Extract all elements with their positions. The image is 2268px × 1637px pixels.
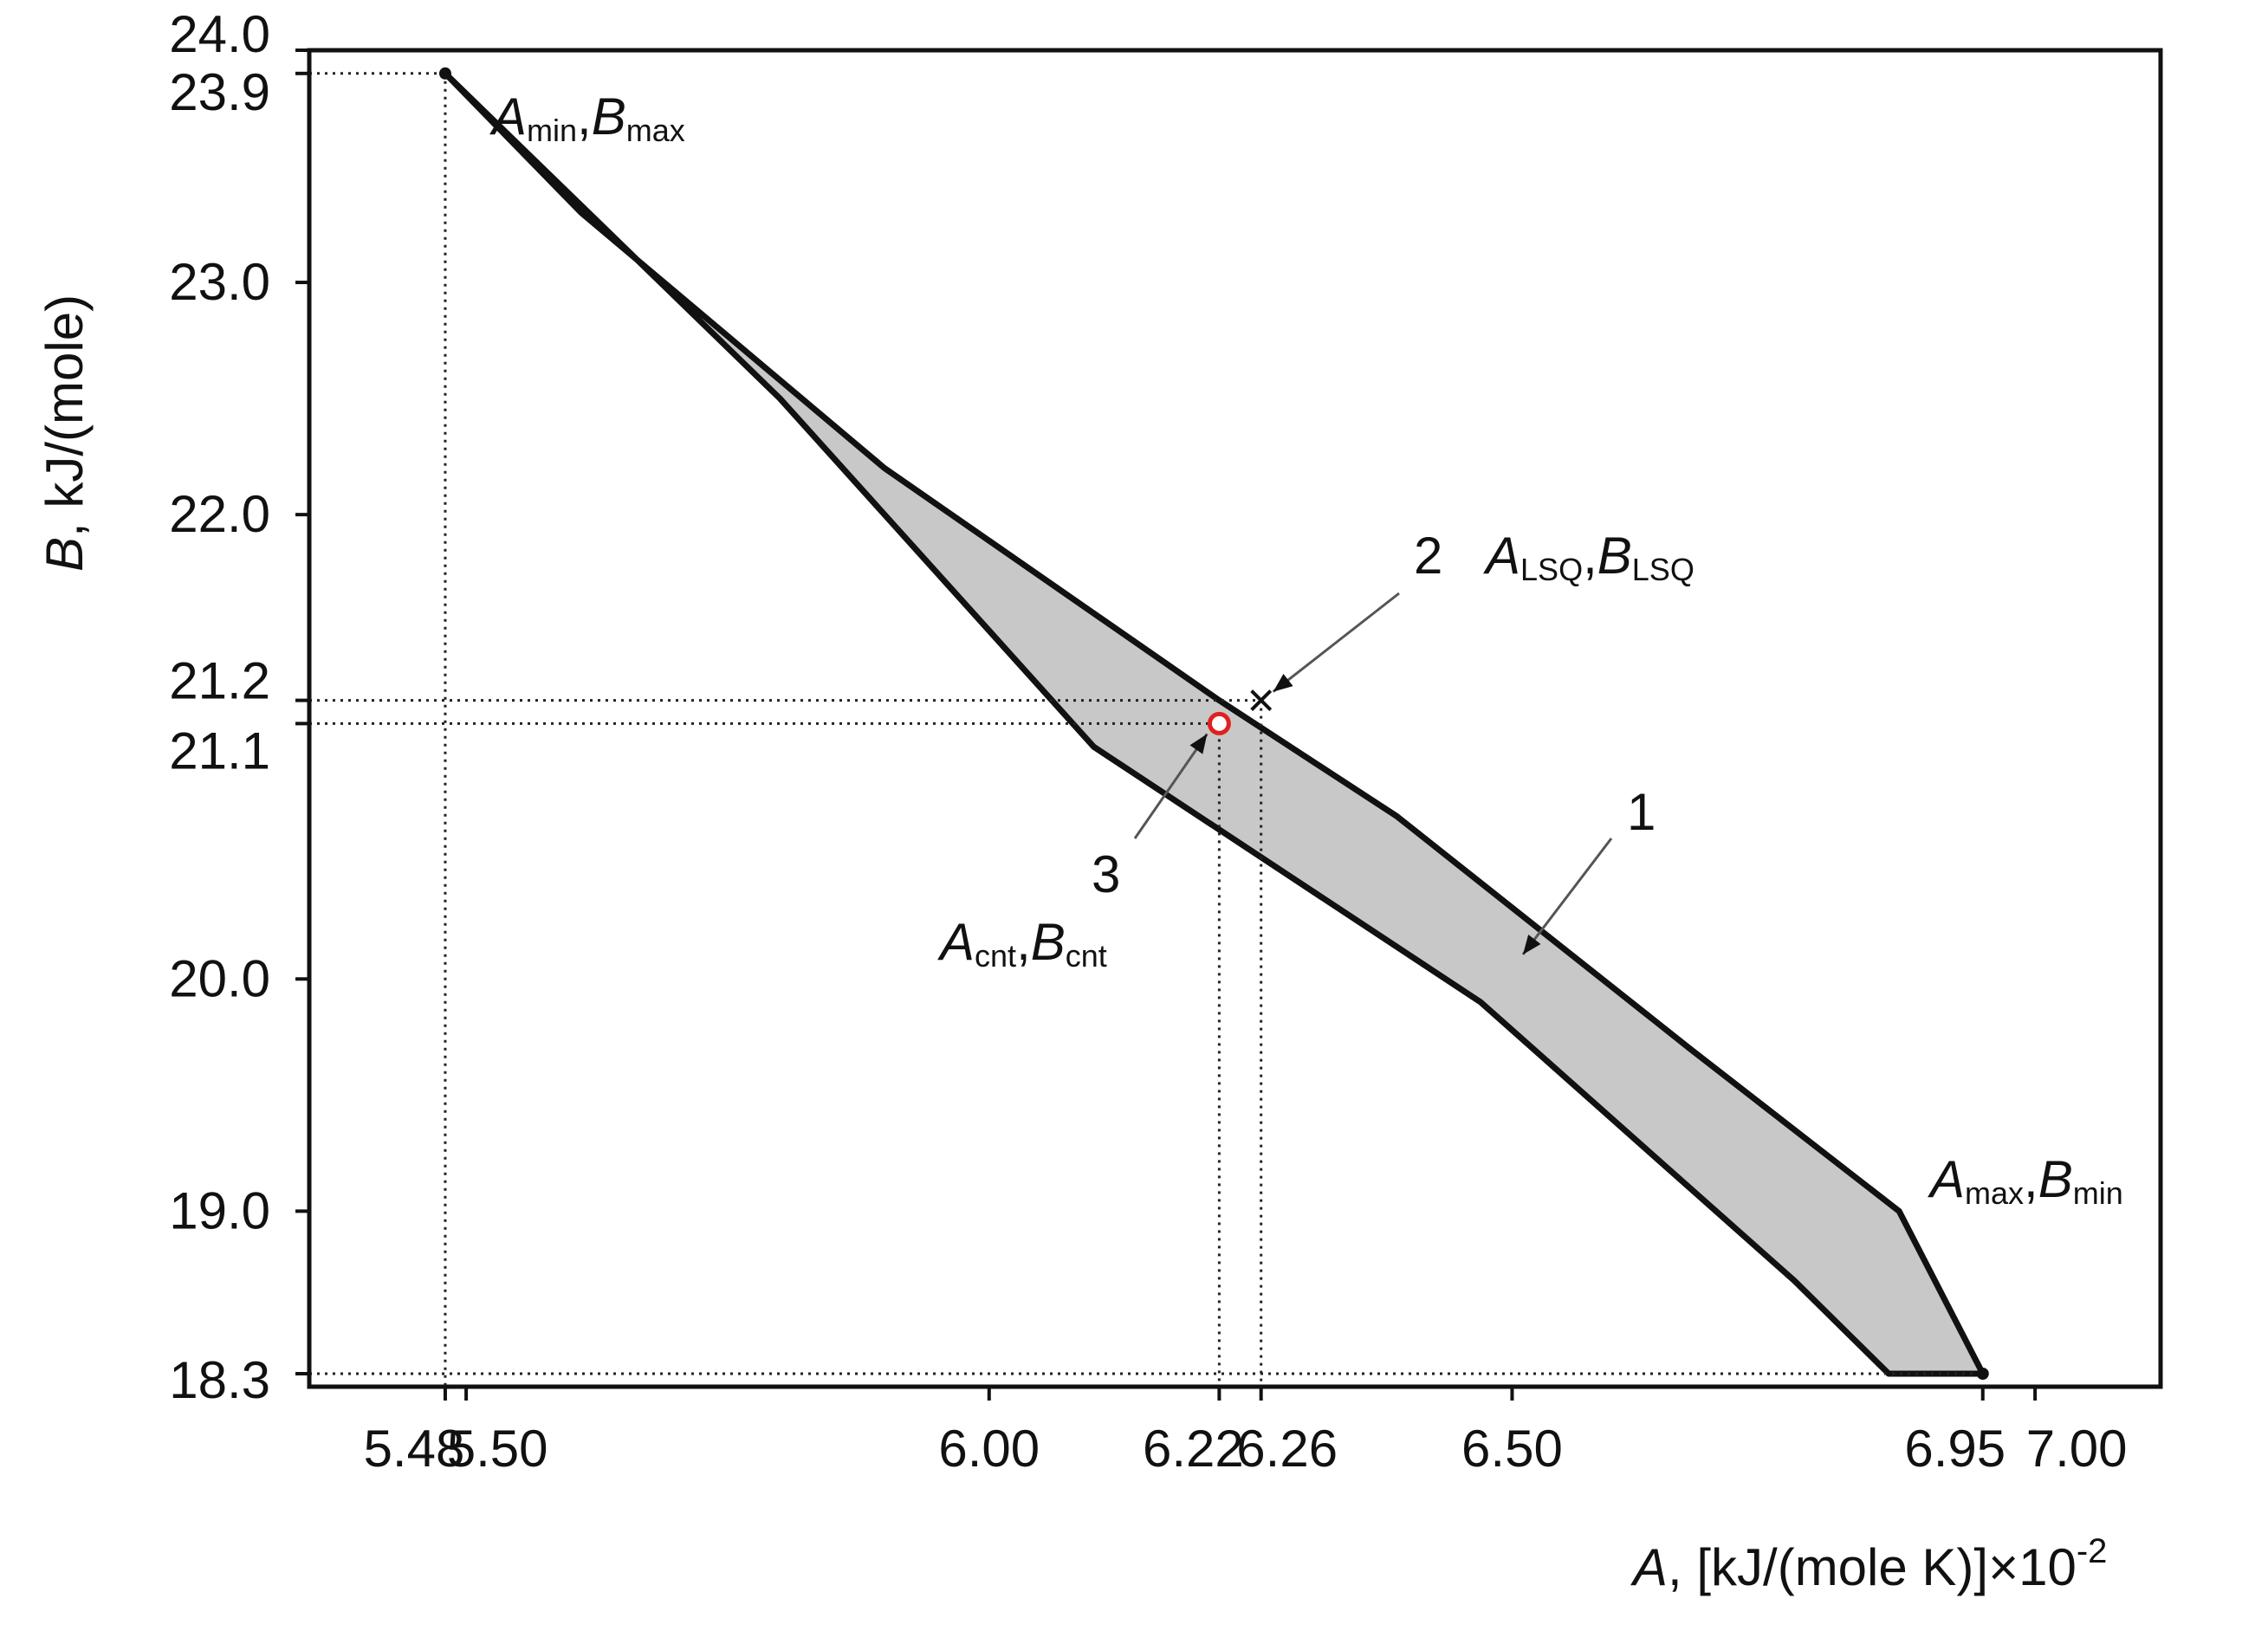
x-tick-label: 6.22	[1143, 1420, 1244, 1478]
callout-number-1: 1	[1627, 783, 1656, 841]
callout-arrow-lsq	[1272, 592, 1400, 693]
x-axis-var: A	[1630, 1538, 1668, 1596]
amax-b-sub: min	[2073, 1175, 2123, 1211]
label-amin-bmax: Amin,Bmax	[489, 87, 685, 148]
y-tick-label: 22.0	[169, 485, 270, 543]
acnt-a-sub: cnt	[975, 938, 1016, 974]
y-tick-label: 23.0	[169, 253, 270, 311]
y-axis-var: B	[36, 537, 94, 572]
x-tick-label: 6.00	[938, 1420, 1040, 1478]
x-tick-label: 7.00	[2026, 1420, 2128, 1478]
label-alsq-blsq: ALSQ,BLSQ	[1483, 527, 1695, 587]
x-tick-label: 5.50	[447, 1420, 548, 1478]
point-markers	[438, 67, 1989, 1380]
label-acnt-bcnt: Acnt,Bcnt	[937, 913, 1107, 974]
x-axis-exponent: -2	[2077, 1532, 2108, 1570]
alsq-b-sub: LSQ	[1632, 552, 1695, 587]
acnt-b: B	[1031, 913, 1066, 971]
y-tick-label: 20.0	[169, 949, 270, 1007]
amin-b-sub: max	[626, 113, 685, 148]
y-tick-label: 19.0	[169, 1181, 270, 1239]
x-tick-label: 5.48	[364, 1420, 465, 1478]
y-tick-label: 18.3	[169, 1351, 270, 1409]
point-marker	[1976, 1368, 1989, 1380]
x-axis-label: A, [kJ/(mole K)]×10-2	[1630, 1532, 2107, 1596]
amin-a: A	[489, 87, 527, 146]
amax-b: B	[2038, 1150, 2073, 1208]
amax-sep: ,	[2024, 1150, 2038, 1208]
y-axis-label: B, kJ/(mole)	[36, 294, 94, 572]
amax-a: A	[1928, 1150, 1965, 1208]
plot-frame	[307, 48, 2163, 1389]
y-axis-unit: , kJ/(mole)	[36, 294, 94, 537]
x-tick-label: 6.50	[1461, 1420, 1563, 1478]
y-tick-label: 21.1	[169, 721, 270, 780]
y-tick-label: 21.2	[169, 652, 270, 710]
acnt-sep: ,	[1016, 913, 1031, 971]
callout-number-3: 3	[1092, 845, 1120, 903]
alsq-a-sub: LSQ	[1520, 552, 1583, 587]
point-marker	[438, 67, 451, 80]
alsq-sep: ,	[1583, 527, 1597, 585]
amax-a-sub: max	[1965, 1175, 2024, 1211]
alsq-a: A	[1483, 527, 1520, 585]
callout-number-2: 2	[1414, 527, 1442, 585]
amin-b: B	[592, 87, 626, 146]
alsq-b: B	[1597, 527, 1632, 585]
label-amax-bmin: Amax,Bmin	[1928, 1150, 2123, 1211]
y-axis-ticks: 24.023.9 23.0 22.0 21.2 21.1 20.0 19.0 18.3	[169, 5, 309, 1409]
callout-arrow-center	[1133, 733, 1209, 839]
y-tick-label: 24.0	[169, 5, 270, 63]
amin-sep: ,	[577, 87, 592, 146]
acnt-b-sub: cnt	[1066, 938, 1107, 974]
callout-arrow-region	[1521, 838, 1613, 955]
center-point-marker	[1207, 711, 1231, 735]
x-axis-ticks: 5.485.50 6.00 6.226.26 6.50 6.95 7.00	[364, 1387, 2128, 1478]
y-tick-label: 23.9	[169, 63, 270, 121]
x-axis-unit: , [kJ/(mole K)]×10	[1668, 1538, 2077, 1596]
lsq-point-marker	[1250, 689, 1273, 712]
x-tick-label: 6.95	[1904, 1420, 2006, 1478]
callout-arrows	[1133, 592, 1613, 955]
acnt-a: A	[937, 913, 975, 971]
amin-a-sub: min	[527, 113, 577, 148]
x-tick-label: 6.26	[1236, 1420, 1338, 1478]
